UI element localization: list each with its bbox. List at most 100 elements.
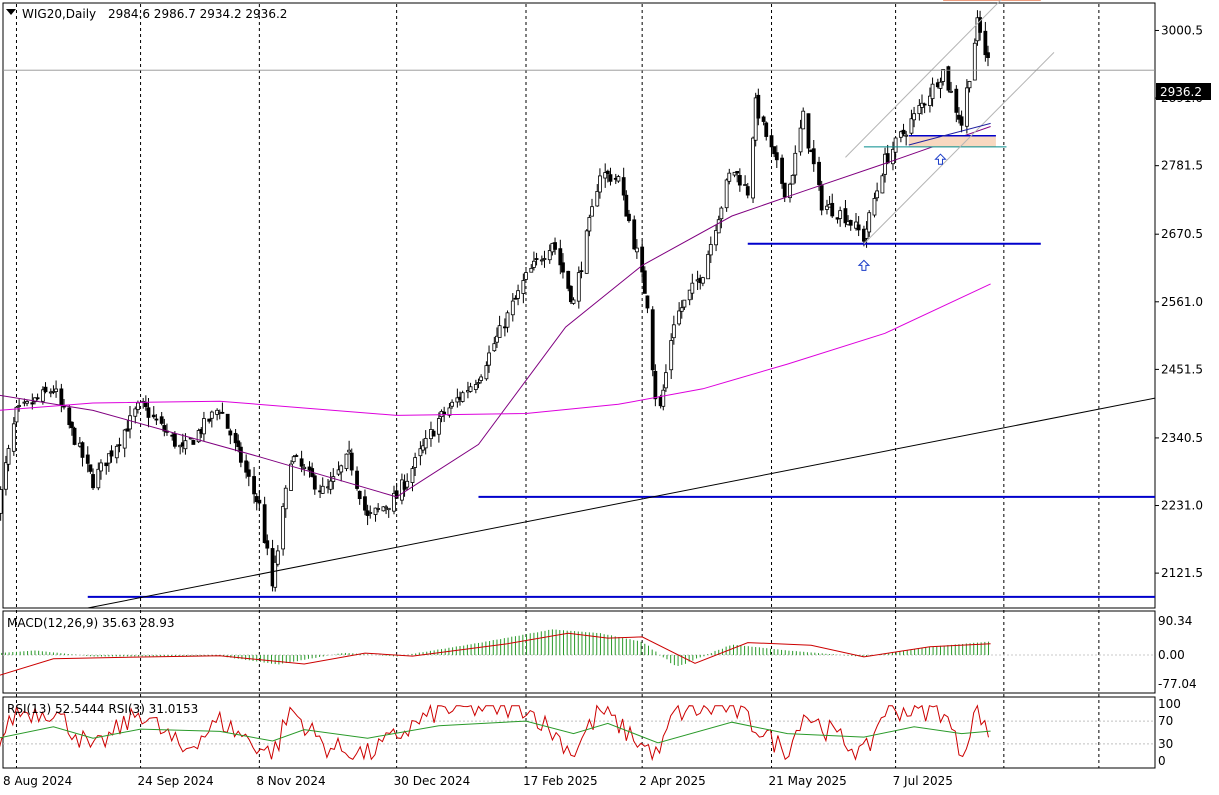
candle-body bbox=[4, 462, 8, 490]
candle-body bbox=[273, 561, 278, 588]
candle-body bbox=[898, 131, 903, 138]
candle-body bbox=[484, 365, 489, 380]
long-trendline bbox=[87, 397, 1156, 609]
candle-body bbox=[964, 87, 969, 127]
candle-body bbox=[70, 421, 74, 429]
moving-average-line bbox=[0, 283, 991, 416]
dropdown-triangle-icon[interactable] bbox=[6, 9, 16, 15]
candle-body bbox=[373, 507, 378, 515]
candle-body bbox=[67, 407, 72, 425]
candle-body bbox=[949, 90, 953, 93]
candle-body bbox=[455, 397, 460, 403]
candle-body bbox=[912, 113, 916, 121]
candle-body bbox=[6, 448, 11, 465]
candle-body bbox=[143, 402, 148, 407]
candle-body bbox=[793, 152, 798, 176]
x-tick-label: 21 May 2025 bbox=[769, 774, 847, 788]
candle-body bbox=[91, 474, 95, 489]
candle-body bbox=[928, 95, 932, 106]
macd-tick-label: 90.34 bbox=[1158, 614, 1192, 628]
candle-body bbox=[524, 272, 528, 280]
candle-body bbox=[571, 299, 576, 304]
x-tick-label: 17 Feb 2025 bbox=[523, 774, 598, 788]
candle-body bbox=[209, 411, 214, 419]
candle-body bbox=[679, 307, 684, 312]
candle-body bbox=[265, 540, 270, 549]
candle-body bbox=[136, 402, 140, 410]
candle-body bbox=[848, 220, 853, 226]
candle-body bbox=[289, 463, 293, 491]
candle-body bbox=[244, 460, 249, 473]
candle-body bbox=[917, 105, 922, 115]
candle-body bbox=[650, 309, 655, 371]
candle-body bbox=[745, 186, 750, 196]
last-price-tag bbox=[1156, 83, 1211, 100]
candle-body bbox=[856, 224, 861, 231]
candle-body bbox=[782, 182, 787, 198]
candle-body bbox=[885, 153, 890, 164]
candle-body bbox=[25, 401, 29, 404]
macd-panel-frame bbox=[2, 610, 1156, 694]
candle-body bbox=[727, 172, 732, 182]
candle-body bbox=[220, 411, 225, 414]
candle-body bbox=[529, 267, 534, 273]
candle-body bbox=[14, 406, 19, 423]
vertical-grid bbox=[15, 4, 1100, 768]
candle-body bbox=[640, 246, 645, 273]
candle-body bbox=[117, 444, 122, 447]
candle-body bbox=[700, 277, 705, 284]
candle-body bbox=[930, 83, 935, 100]
rsi-tick-label: 30 bbox=[1158, 737, 1173, 751]
candle-body bbox=[716, 219, 721, 234]
candle-body bbox=[104, 462, 109, 467]
candle-body bbox=[246, 469, 251, 477]
candle-body bbox=[893, 137, 898, 153]
candle-body bbox=[159, 416, 164, 424]
candle-body bbox=[400, 479, 404, 501]
price-panel-frame bbox=[2, 2, 1156, 609]
candle-body bbox=[302, 466, 307, 469]
candle-body bbox=[983, 30, 988, 56]
candle-body bbox=[568, 285, 573, 303]
candle-body bbox=[294, 455, 299, 457]
candle-body bbox=[133, 408, 138, 417]
candle-body bbox=[344, 453, 349, 469]
candle-body bbox=[450, 401, 454, 407]
y-tick-label: 2451.5 bbox=[1161, 362, 1203, 376]
candle-body bbox=[880, 175, 885, 194]
candle-body bbox=[724, 179, 729, 209]
candle-body bbox=[687, 289, 692, 301]
candle-body bbox=[561, 262, 565, 273]
candle-body bbox=[376, 508, 381, 510]
candle-body bbox=[312, 475, 317, 490]
candle-body bbox=[497, 325, 502, 338]
candle-body bbox=[801, 110, 806, 130]
last-price-label: 2936.2 bbox=[1160, 85, 1202, 99]
candle-body bbox=[99, 462, 103, 472]
y-tick-label: 2670.5 bbox=[1161, 227, 1203, 241]
candle-body bbox=[207, 418, 212, 422]
candle-body bbox=[363, 496, 367, 511]
y-tick-label: 2231.0 bbox=[1161, 499, 1203, 513]
up-outline-arrow-icon bbox=[934, 153, 947, 165]
candle-body bbox=[539, 259, 544, 262]
candle-body bbox=[764, 122, 769, 137]
candle-body bbox=[405, 480, 410, 488]
candle-body bbox=[595, 191, 600, 207]
macd-signal-line bbox=[0, 632, 991, 676]
candle-body bbox=[510, 300, 515, 316]
candle-body bbox=[825, 205, 829, 210]
x-tick-label: 24 Sep 2024 bbox=[138, 774, 214, 788]
candle-body bbox=[80, 442, 85, 458]
candle-body bbox=[690, 282, 695, 294]
candle-body bbox=[154, 418, 159, 421]
candle-body bbox=[183, 440, 188, 450]
x-tick-label: 30 Dec 2024 bbox=[394, 774, 471, 788]
candle-body bbox=[128, 415, 132, 430]
x-tick-label: 7 Jul 2025 bbox=[893, 774, 953, 788]
candle-body bbox=[706, 253, 711, 280]
candle-body bbox=[677, 310, 682, 325]
candle-body bbox=[479, 376, 484, 381]
candle-body bbox=[328, 480, 333, 490]
candle-body bbox=[756, 94, 761, 119]
